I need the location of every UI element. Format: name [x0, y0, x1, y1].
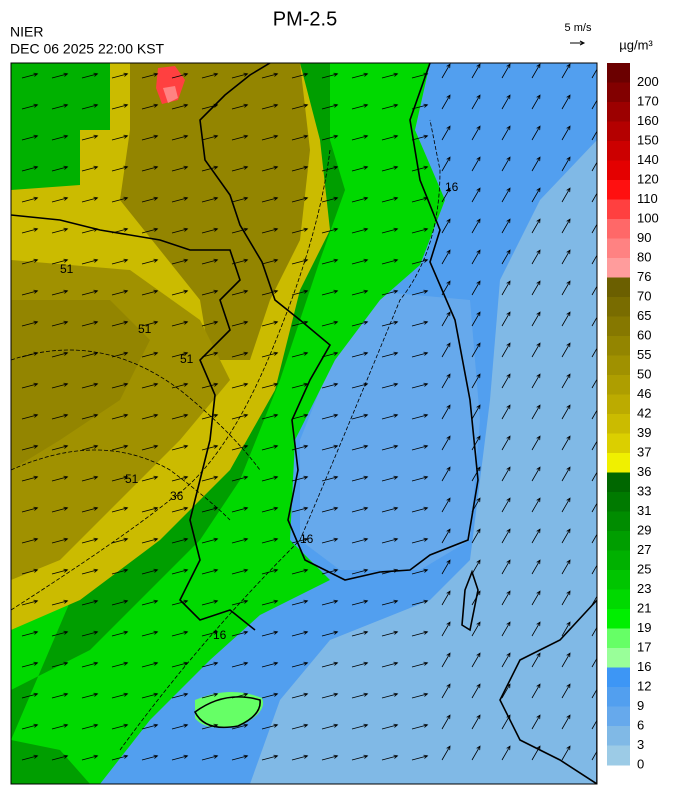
- colorbar-label: 65: [637, 308, 651, 323]
- map: 51 51 51 51 36 16 16 16: [11, 63, 597, 784]
- colorbar-cell: [607, 160, 630, 181]
- colorbar-label: 6: [637, 717, 644, 732]
- colorbar-cell: [607, 687, 630, 707]
- colorbar-label: 110: [637, 191, 658, 206]
- colorbar-label: 100: [637, 210, 659, 225]
- colorbar-label: 170: [637, 93, 659, 108]
- colorbar-label: 36: [637, 464, 651, 479]
- colorbar-label: 120: [637, 171, 659, 186]
- colorbar-cell: [607, 550, 630, 571]
- colorbar-label: 33: [637, 483, 651, 498]
- colorbar-label: 9: [637, 698, 644, 713]
- colorbar-cell: [607, 570, 630, 590]
- colorbar-label: 160: [637, 113, 659, 128]
- colorbar-label: 140: [637, 152, 659, 167]
- colorbar-label: 17: [637, 639, 651, 654]
- colorbar-cell: [607, 355, 630, 376]
- colorbar-cell: [607, 219, 630, 239]
- colorbar-label: 27: [637, 542, 651, 557]
- colorbar-label: 31: [637, 503, 651, 518]
- colorbar-cell: [607, 472, 630, 493]
- colorbar-cell: [607, 394, 630, 415]
- wind-arrows: [21, 63, 597, 761]
- colorbar-label: 76: [637, 269, 651, 284]
- colorbar-cell: [607, 82, 630, 103]
- colorbar-label: 29: [637, 522, 651, 537]
- colorbar-label: 80: [637, 249, 651, 264]
- colorbar-cell: [607, 199, 630, 220]
- colorbar-label: 46: [637, 386, 651, 401]
- colorbar-label: 37: [637, 444, 651, 459]
- agency: NIER: [10, 24, 43, 40]
- colorbar-unit: µg/m³: [619, 37, 653, 52]
- colorbar-label: 70: [637, 288, 651, 303]
- contour-label: 16: [300, 532, 314, 546]
- colorbar-label: 60: [637, 327, 651, 342]
- wind-scale-arrow: [570, 40, 586, 46]
- colorbar-label: 21: [637, 600, 651, 615]
- colorbar-label: 200: [637, 74, 659, 89]
- map-frame: [10, 62, 598, 785]
- colorbar-label: 150: [637, 132, 659, 147]
- contour-label: 51: [180, 352, 194, 366]
- colorbar-cell: [607, 726, 630, 746]
- colorbar-cell: [607, 453, 630, 473]
- colorbar-cell: [607, 433, 630, 454]
- colorbar-cell: [607, 531, 630, 551]
- colorbar-label: 16: [637, 659, 651, 674]
- colorbar-cell: [607, 511, 630, 532]
- contour-label: 51: [125, 472, 139, 486]
- colorbar-cell: [607, 258, 630, 278]
- colorbar-cell: [607, 102, 630, 122]
- colorbar-cell: [607, 589, 630, 610]
- title: PM-2.5: [273, 8, 337, 30]
- colorbar-label: 39: [637, 425, 651, 440]
- colorbar-cell: [607, 375, 630, 395]
- contour-label: 51: [60, 262, 74, 276]
- colorbar-cell: [607, 667, 630, 688]
- colorbar-label: 90: [637, 230, 651, 245]
- colorbar-label: 0: [637, 756, 644, 771]
- colorbar-cell: [607, 141, 630, 161]
- colorbar-cell: [607, 609, 630, 629]
- colorbar-cell: [607, 297, 630, 317]
- colorbar-cell: [607, 706, 630, 727]
- timestamp: DEC 06 2025 22:00 KST: [10, 41, 165, 57]
- contour-label: 16: [445, 180, 459, 194]
- colorbar-cell: [607, 63, 630, 83]
- colorbar-cell: [607, 628, 630, 649]
- colorbar-label: 25: [637, 561, 651, 576]
- colorbar-cell: [607, 121, 630, 142]
- colorbar-cell: [607, 238, 630, 259]
- colorbar-cell: [607, 492, 630, 512]
- colorbar-label: 19: [637, 620, 651, 635]
- colorbar-cell: [607, 745, 630, 766]
- colorbar-cell: [607, 277, 630, 298]
- colorbar-label: 55: [637, 347, 651, 362]
- colorbar: 2001701601501401201101009080767065605550…: [607, 63, 659, 771]
- wind-scale-label: 5 m/s: [565, 22, 592, 34]
- colorbar-label: 23: [637, 581, 651, 596]
- colorbar-label: 12: [637, 678, 651, 693]
- contour-label: 16: [213, 628, 227, 642]
- colorbar-cell: [607, 414, 630, 434]
- colorbar-label: 3: [637, 737, 644, 752]
- contour-label: 51: [138, 322, 152, 336]
- colorbar-label: 42: [637, 405, 651, 420]
- colorbar-cell: [607, 180, 630, 200]
- contour-label: 36: [170, 489, 184, 503]
- colorbar-cell: [607, 316, 630, 337]
- colorbar-cell: [607, 336, 630, 356]
- colorbar-cell: [607, 648, 630, 668]
- colorbar-label: 50: [637, 366, 651, 381]
